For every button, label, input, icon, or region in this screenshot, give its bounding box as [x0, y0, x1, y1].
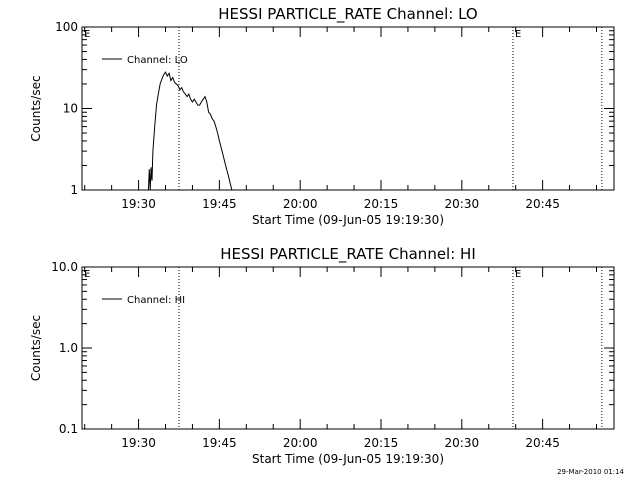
- plot-frame: [81, 26, 615, 191]
- corner-marker-label: E: [84, 29, 90, 40]
- y-tick-label: 10.0: [51, 260, 78, 274]
- y-tick-label: 0.1: [59, 422, 78, 436]
- plot-frame: [81, 266, 615, 430]
- x-tick-label: 19:45: [202, 197, 237, 211]
- footer-timestamp: 29-Mar-2010 01:14: [557, 468, 624, 476]
- legend-label: Channel: HI: [127, 295, 185, 306]
- y-tick-label: 1: [70, 183, 78, 197]
- x-axis-label: Start Time (09-Jun-05 19:19:30): [252, 452, 444, 466]
- event-marker-label: E: [515, 29, 521, 40]
- legend-label: Channel: LO: [127, 55, 188, 66]
- chart-title: HESSI PARTICLE_RATE Channel: HI: [220, 245, 476, 264]
- x-tick-label: 20:45: [525, 197, 560, 211]
- series-line: [147, 71, 233, 190]
- x-tick-label: 20:15: [364, 197, 399, 211]
- y-tick-label: 100: [55, 20, 78, 34]
- x-tick-label: 20:15: [364, 436, 399, 450]
- event-marker-label: E: [515, 269, 521, 280]
- x-tick-label: 20:30: [445, 436, 480, 450]
- x-axis-label: Start Time (09-Jun-05 19:19:30): [252, 213, 444, 227]
- y-tick-label: 1.0: [59, 341, 78, 355]
- y-tick-label: 10: [63, 102, 78, 116]
- x-tick-label: 19:30: [121, 436, 156, 450]
- x-tick-label: 19:30: [121, 197, 156, 211]
- corner-marker-label: E: [84, 269, 90, 280]
- y-axis-label: Counts/sec: [29, 315, 43, 381]
- chart-title: HESSI PARTICLE_RATE Channel: LO: [218, 5, 477, 24]
- x-tick-label: 20:00: [283, 197, 318, 211]
- x-tick-label: 20:00: [283, 436, 318, 450]
- chart-panel-1: HESSI PARTICLE_RATE Channel: LO 1 10 100 19:…: [29, 5, 615, 227]
- y-axis-label: Counts/sec: [29, 75, 43, 141]
- chart-panel-2: HESSI PARTICLE_RATE Channel: HI 0.1 1.0 10.…: [29, 245, 615, 466]
- x-tick-label: 20:45: [525, 436, 560, 450]
- x-tick-label: 20:30: [445, 197, 480, 211]
- x-tick-label: 19:45: [202, 436, 237, 450]
